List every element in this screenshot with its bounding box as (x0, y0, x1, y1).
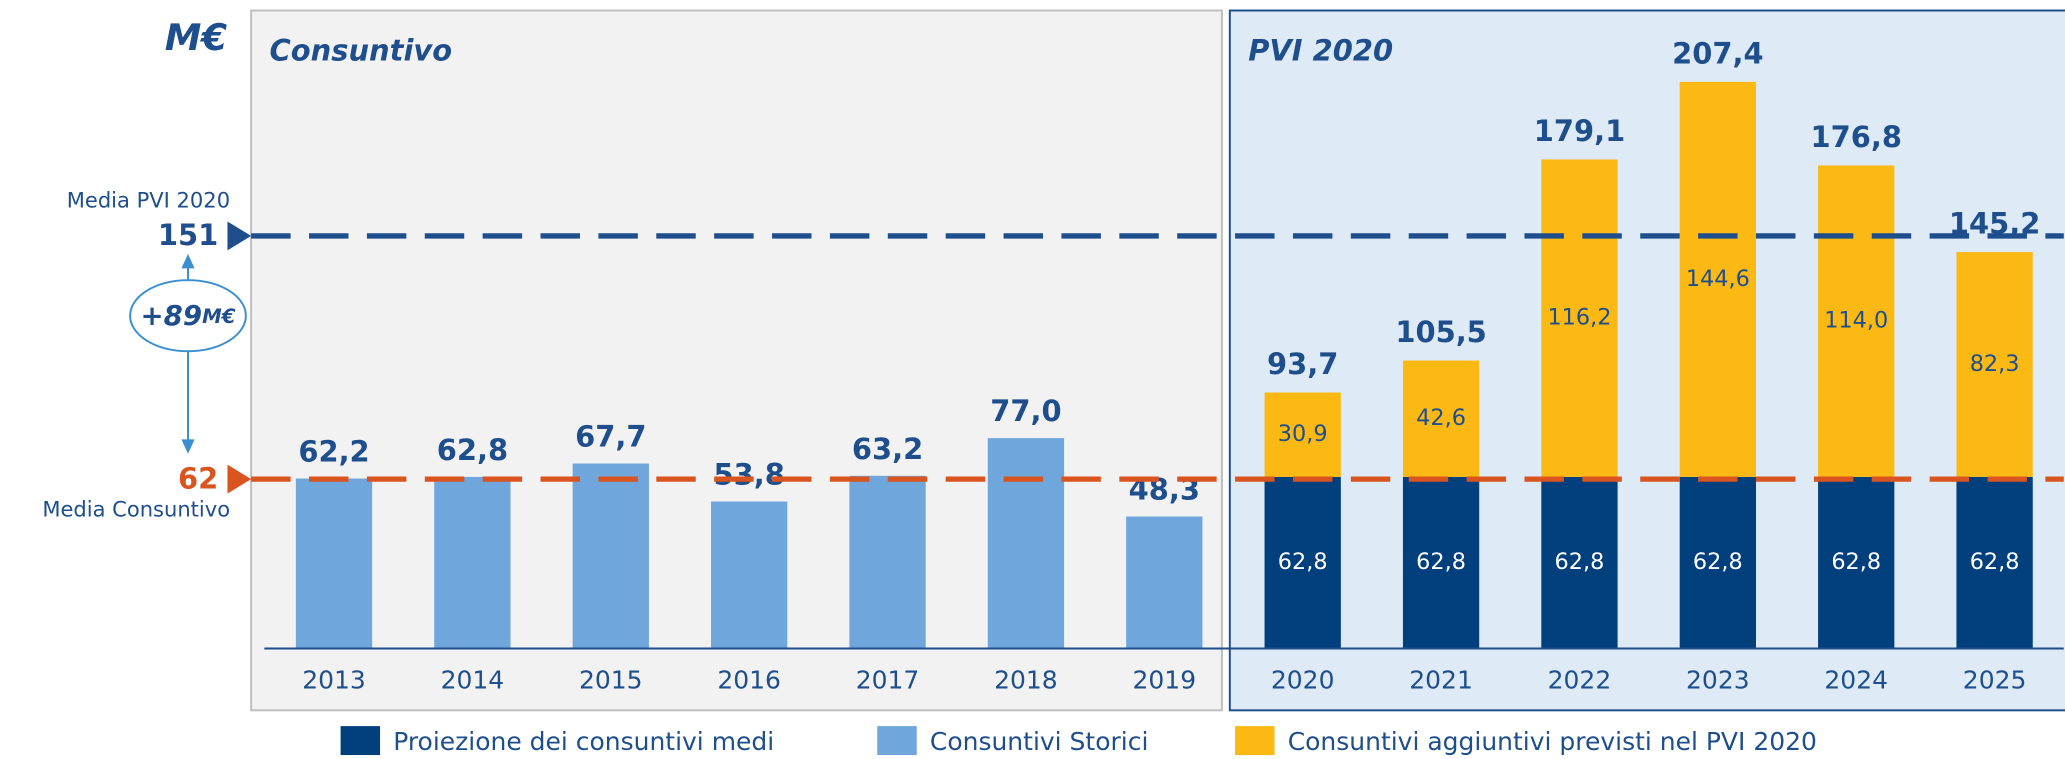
reference-label: Media PVI 2020 (67, 188, 230, 213)
legend-label: Consuntivi aggiuntivi previsti nel PVI 2… (1288, 727, 1817, 756)
bar-segment (711, 501, 788, 649)
value-label: 82,3 (1970, 351, 2020, 377)
annotation-value: +89 (141, 299, 203, 332)
x-tick-label: 2025 (1963, 665, 2027, 694)
annotation-unit: M€ (202, 305, 236, 328)
legend-swatch (340, 726, 381, 756)
legend-label: Proiezione dei consuntivi medi (393, 727, 774, 756)
value-label: 62,8 (1831, 549, 1881, 575)
bar-segment (1541, 476, 1618, 649)
total-label: 105,5 (1395, 315, 1486, 349)
bar-segment (1956, 476, 2033, 649)
value-label: 30,9 (1278, 421, 1328, 447)
value-label: 62,8 (1555, 549, 1605, 575)
total-label: 176,8 (1810, 120, 1901, 154)
reference-label: Media Consuntivo (42, 497, 230, 522)
bar-segment (1126, 516, 1203, 649)
value-label: 62,8 (1693, 549, 1743, 575)
total-label: 93,7 (1267, 347, 1338, 381)
value-label: 62,2 (298, 435, 369, 469)
value-label: 62,8 (1278, 549, 1328, 575)
bar-segment (1818, 165, 1895, 477)
annotation-bubble (129, 279, 247, 353)
bar-segment (849, 475, 926, 649)
total-label: 179,1 (1534, 114, 1625, 148)
bar-segment (1679, 81, 1756, 477)
value-label: 42,6 (1416, 405, 1466, 431)
value-label: 114,0 (1824, 308, 1888, 334)
bar-segment (1541, 159, 1618, 477)
bar-segment (1264, 392, 1341, 477)
x-tick-label: 2019 (1133, 665, 1197, 694)
bar-segment (1956, 252, 2033, 477)
value-label: 62,8 (1416, 549, 1466, 575)
value-label: 116,2 (1547, 305, 1611, 331)
value-label: 62,8 (437, 433, 508, 467)
section-label: PVI 2020 (1248, 34, 1393, 68)
value-label: 67,7 (575, 420, 646, 454)
bar-segment (1402, 360, 1480, 477)
annotation: +89M€ (141, 299, 236, 332)
value-label: 53,8 (713, 458, 784, 492)
bar-segment (987, 438, 1065, 649)
x-tick-label: 2017 (856, 665, 920, 694)
reference-marker (227, 221, 252, 251)
legend-swatch (877, 726, 917, 756)
bar-segment (572, 463, 649, 649)
x-tick-label: 2021 (1409, 665, 1473, 694)
panel-pvi (1228, 9, 2065, 712)
bar-segment (1679, 476, 1756, 649)
x-tick-label: 2024 (1824, 665, 1888, 694)
reference-value: 151 (158, 218, 218, 252)
bar-segment (295, 478, 373, 649)
x-tick-label: 2022 (1548, 665, 1612, 694)
x-tick-label: 2013 (302, 665, 366, 694)
x-tick-label: 2018 (994, 665, 1058, 694)
value-label: 144,6 (1686, 266, 1750, 292)
reference-value: 62 (178, 461, 218, 495)
x-tick-label: 2020 (1271, 665, 1335, 694)
bar-segment (1264, 476, 1341, 649)
x-tick-label: 2016 (717, 665, 781, 694)
bar-segment (1818, 476, 1895, 649)
total-label: 207,4 (1672, 37, 1763, 71)
reference-marker (227, 464, 252, 494)
value-label: 77,0 (990, 394, 1061, 428)
section-label: Consuntivo (270, 34, 453, 68)
x-tick-label: 2014 (441, 665, 505, 694)
legend-label: Consuntivi Storici (930, 727, 1149, 756)
x-tick-label: 2023 (1686, 665, 1750, 694)
legend-swatch (1235, 726, 1275, 756)
bar-segment (434, 476, 511, 649)
value-label: 63,2 (852, 432, 923, 466)
unit: M€ (165, 16, 228, 59)
bar-segment (1402, 476, 1480, 649)
value-label: 62,8 (1970, 549, 2020, 575)
x-tick-label: 2015 (579, 665, 643, 694)
